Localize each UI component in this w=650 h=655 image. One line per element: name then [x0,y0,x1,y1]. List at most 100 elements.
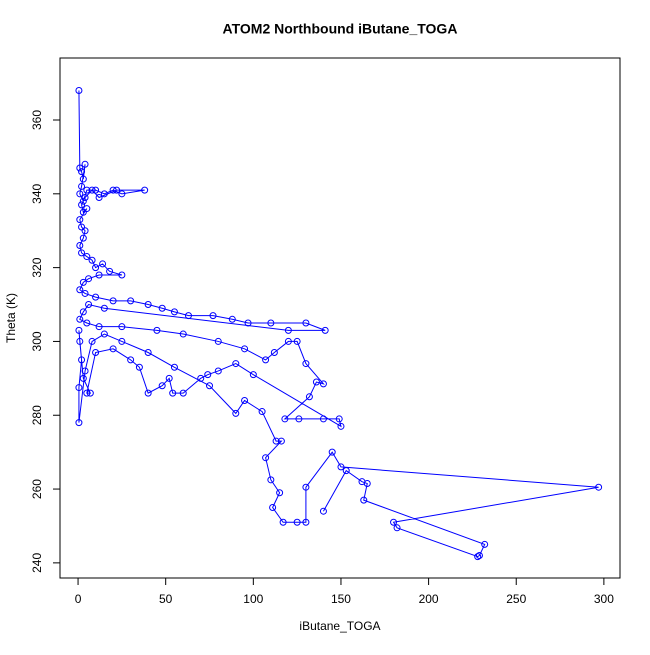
data-point [267,319,275,327]
data-point [92,186,100,194]
data-point [118,190,126,198]
data-point [76,286,84,294]
data-point [92,264,100,272]
data-point [127,356,135,364]
data-point [135,363,143,371]
data-point [85,275,93,283]
data-point [335,415,343,423]
data-point [305,393,313,401]
data-point [83,389,91,397]
data-point [76,164,84,172]
data-point [170,308,178,316]
data-point [79,308,87,316]
data-point [78,249,86,257]
data-point [214,367,222,375]
data-point [319,380,327,388]
data-point [360,496,368,504]
data-point [165,374,173,382]
data-point [81,367,89,375]
data-point [76,216,84,224]
data-point [393,524,401,532]
data-point [144,349,152,357]
data-point [79,208,87,216]
data-point [228,315,236,323]
y-axis-label: Theta (K) [4,293,18,343]
data-point [302,483,310,491]
data-point [209,312,217,320]
data-point [81,289,89,297]
data-point [474,553,482,561]
data-point [249,371,257,379]
y-tick-label: 260 [30,479,44,499]
y-tick-label: 360 [30,110,44,130]
data-point [78,356,86,364]
x-axis-label: iButane_TOGA [299,619,380,633]
data-point [267,476,275,484]
data-point [88,256,96,264]
data-point [81,194,89,202]
data-point [475,551,483,559]
data-point [319,507,327,515]
data-point [270,349,278,357]
data-point [144,389,152,397]
data-point [81,227,89,235]
x-tick-label: 0 [75,592,82,606]
data-point [262,454,270,462]
data-point [293,337,301,345]
data-point [118,323,126,331]
data-point [358,478,366,486]
data-point [328,448,336,456]
data-point [170,363,178,371]
data-point [76,190,84,198]
data-point [78,201,86,209]
y-tick-label: 280 [30,405,44,425]
data-point [272,437,280,445]
data-point [184,312,192,320]
data-point [127,297,135,305]
data-point [113,186,121,194]
x-tick-label: 250 [506,592,526,606]
data-point [153,326,161,334]
data-point [342,467,350,475]
data-point [79,234,87,242]
data-point [321,326,329,334]
data-point [232,409,240,417]
data-point [78,182,86,190]
data-point [293,518,301,526]
data-point [83,253,91,261]
data-point [79,278,87,286]
data-point [75,86,83,94]
chart-title: ATOM2 Northbound iButane_TOGA [223,21,458,37]
data-point [390,518,398,526]
data-point [76,337,84,345]
data-point [179,330,187,338]
data-point [481,540,489,548]
data-point [319,415,327,423]
data-point [86,389,94,397]
data-point [302,360,310,368]
data-point [83,319,91,327]
y-tick-label: 340 [30,183,44,203]
data-point [312,378,320,386]
data-point [92,349,100,357]
data-point [158,382,166,390]
data-point [76,241,84,249]
data-point [75,384,83,392]
data-point [81,160,89,168]
data-point [95,194,103,202]
data-point [109,186,117,194]
data-point [106,267,114,275]
data-point [100,190,108,198]
data-point [284,326,292,334]
data-point [232,360,240,368]
data-point [100,330,108,338]
data-point [337,463,345,471]
data-point [284,337,292,345]
data-point [79,374,87,382]
y-tick-label: 320 [30,257,44,277]
data-point [75,419,83,427]
data-point [204,371,212,379]
data-point [169,389,177,397]
data-point [302,319,310,327]
